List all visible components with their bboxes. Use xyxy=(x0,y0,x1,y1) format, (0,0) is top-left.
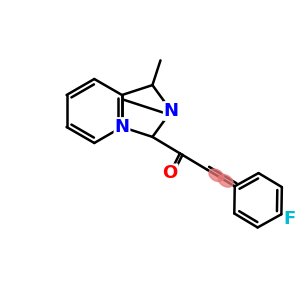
Text: O: O xyxy=(162,164,178,182)
Ellipse shape xyxy=(218,175,233,187)
Text: F: F xyxy=(284,210,296,228)
Ellipse shape xyxy=(209,169,224,182)
Text: N: N xyxy=(164,102,179,120)
Text: N: N xyxy=(115,118,130,136)
